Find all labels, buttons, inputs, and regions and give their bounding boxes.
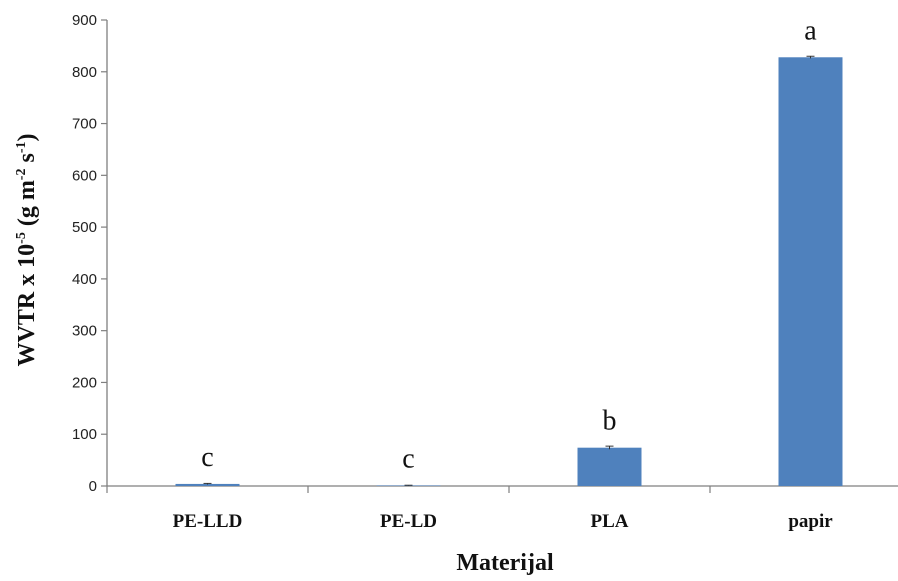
x-category-label: PE-LD — [380, 511, 437, 532]
y-tick-label: 0 — [89, 478, 97, 495]
y-title-exp2: -2 — [14, 169, 29, 181]
significance-letters: c c b a — [201, 15, 817, 474]
y-tick-label: 300 — [72, 323, 97, 340]
y-tick-label: 600 — [72, 167, 97, 184]
x-category-label: PE-LLD — [173, 511, 243, 532]
y-title-mid2: s — [14, 153, 40, 168]
y-tick-label: 800 — [72, 64, 97, 81]
significance-letter: c — [201, 442, 213, 473]
y-tick-label: 200 — [72, 374, 97, 391]
x-axis: PE-LLD PE-LD PLA papir — [106, 485, 898, 532]
y-title-mid: (g m — [14, 180, 40, 232]
y-tick-label: 900 — [72, 12, 97, 29]
significance-letter: a — [804, 15, 817, 46]
significance-letter: b — [603, 406, 617, 437]
bars — [175, 55, 843, 486]
y-tick-label: 500 — [72, 219, 97, 236]
y-tick-label: 700 — [72, 116, 97, 133]
bar-pla — [577, 447, 642, 486]
bar-pe-lld — [175, 483, 240, 486]
y-tick-label: 400 — [72, 271, 97, 288]
x-axis-title: Materijal — [456, 550, 554, 576]
significance-letter: c — [402, 443, 414, 474]
bar-papir — [778, 57, 843, 486]
y-tick-label: 100 — [72, 426, 97, 443]
y-title-suffix: ) — [14, 133, 40, 141]
y-axis-title: WVTR x 10-5 (g m-2 s-1) — [14, 133, 40, 366]
x-category-label: PLA — [591, 511, 629, 532]
x-category-label: papir — [788, 511, 833, 532]
y-axis: 0 100 200 300 400 500 600 700 800 900 — [72, 12, 108, 495]
y-title-exp1: -5 — [14, 232, 29, 244]
y-title-exp3: -1 — [14, 141, 29, 153]
y-title-prefix: WVTR x 10 — [14, 244, 40, 367]
